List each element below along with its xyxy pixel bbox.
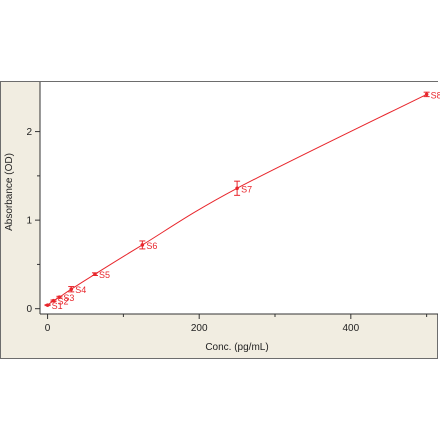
y-tick-label: 2 [26,127,32,138]
data-point [140,243,145,247]
data-point [57,295,62,299]
data-point-group: S8 [423,90,440,100]
data-point [235,186,239,191]
x-tick-label: 400 [342,323,359,334]
data-point [69,287,74,292]
axis-ticks: 0 200 400 0 1 2 [26,127,428,334]
data-point-group: S2 [50,297,69,307]
data-point-label: S5 [99,270,110,280]
data-point-group: S5 [91,270,110,280]
data-point [424,92,429,97]
data-point [45,303,50,307]
x-tick-label: 200 [191,323,208,334]
data-point-group: S4 [68,285,86,295]
plot-area [40,82,438,314]
data-point [93,272,97,276]
data-point-group: S6 [139,240,157,251]
data-point-label: S6 [146,241,157,251]
x-tick-label: 0 [45,323,51,334]
y-tick-label: 1 [26,216,32,227]
data-point-label: S7 [241,184,252,194]
data-point-group: S7 [234,180,252,196]
y-axis-label: Absorbance (OD) [4,153,15,231]
data-point-group: S1 [44,301,63,311]
data-point-label: S3 [63,293,74,303]
data-point-label: S1 [52,301,63,311]
data-point-label: S8 [431,90,440,100]
data-point [51,298,56,303]
axes [39,82,438,315]
data-point-group: S3 [56,293,74,303]
y-tick-label: 0 [26,304,32,315]
data-point-label: S2 [57,297,68,307]
x-axis-label: Conc. (pg/mL) [205,342,268,353]
data-point-label: S4 [75,285,86,295]
